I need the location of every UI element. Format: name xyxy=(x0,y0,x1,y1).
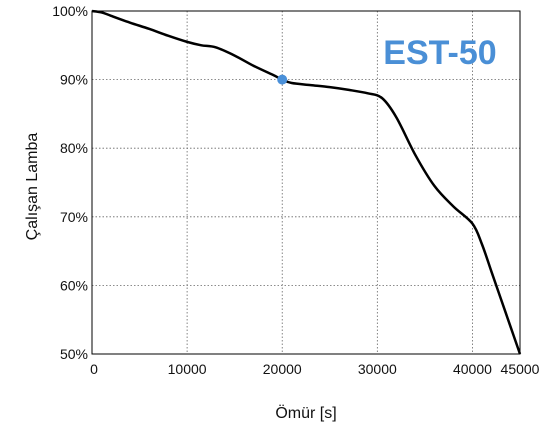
y-tick-label-0: 50% xyxy=(60,346,88,362)
grid-lines xyxy=(92,11,520,354)
x-tick-label-1: 10000 xyxy=(168,361,207,377)
x-tick-label-4: 40000 xyxy=(453,361,492,377)
highlight-point xyxy=(277,74,288,85)
y-axis-title: Çalışan Lamba xyxy=(24,133,41,241)
y-tick-label-3: 80% xyxy=(60,140,88,156)
x-tick-label-3: 30000 xyxy=(358,361,397,377)
plot-frame xyxy=(91,10,521,355)
y-axis-ticks: 50% 60% 70% 80% 90% 100% xyxy=(52,3,88,362)
x-tick-label-5: 45000 xyxy=(501,361,540,377)
y-tick-label-1: 60% xyxy=(60,277,88,293)
x-tick-label-2: 20000 xyxy=(263,361,302,377)
series-line xyxy=(91,9,522,355)
x-axis-title: Ömür [s] xyxy=(275,404,336,422)
x-axis-ticks: 0 10000 20000 30000 40000 45000 xyxy=(90,361,540,377)
chart-annotation: EST-50 xyxy=(383,34,496,72)
x-tick-label-0: 0 xyxy=(90,361,98,377)
y-tick-label-4: 90% xyxy=(60,72,88,88)
y-tick-label-2: 70% xyxy=(60,209,88,225)
y-tick-label-5: 100% xyxy=(52,3,88,19)
